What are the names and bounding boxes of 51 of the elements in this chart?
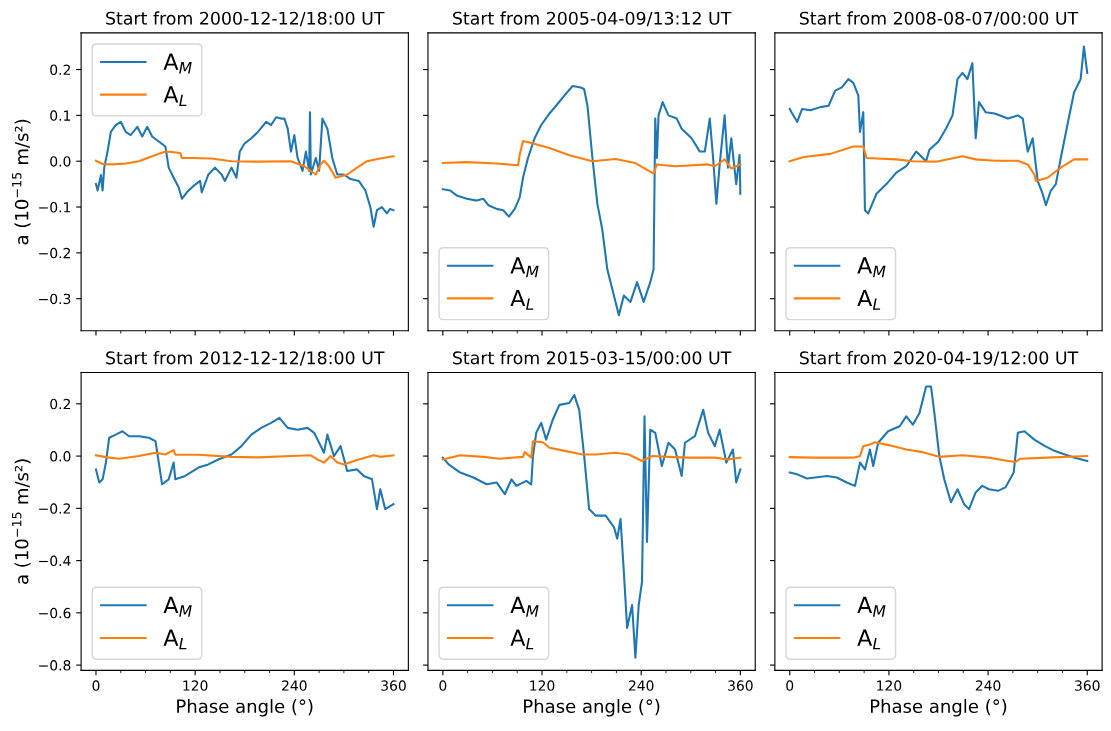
- legend-label: A$_{M}$: [163, 53, 192, 74]
- x-tick-label: 0: [439, 680, 447, 691]
- y-axis-title: a (10$^{−15}$ m/s²): [12, 119, 31, 245]
- x-tick-label: 120: [183, 680, 208, 691]
- legend-label: A$_{L}$: [510, 289, 534, 310]
- chart-title: Start from 2000-12-12/18:00 UT: [106, 11, 385, 27]
- y-tick-label: 0.1: [50, 110, 71, 121]
- y-axis-title: a (10$^{−15}$ m/s²): [12, 459, 31, 584]
- x-tick-label: 0: [92, 680, 100, 691]
- legend-label: A$_{M}$: [510, 596, 539, 617]
- line-series: [94, 111, 395, 228]
- y-tick-label: 0.2: [50, 64, 70, 76]
- x-axis-title: Phase angle (°): [524, 699, 660, 717]
- y-tick-label: −0.4: [39, 555, 71, 567]
- x-axis-title: Phase angle (°): [177, 699, 313, 717]
- x-tick-label: 240: [975, 680, 1001, 691]
- y-tick-label: 0.2: [50, 398, 70, 410]
- chart-title: Start from 2008-08-07/00:00 UT: [799, 11, 1079, 27]
- x-tick-label: 120: [877, 680, 902, 691]
- y-tick-label: 0.0: [50, 451, 71, 462]
- line-series: [94, 449, 395, 466]
- legend-label: A$_{L}$: [163, 86, 187, 107]
- x-tick-label: 360: [1075, 680, 1100, 691]
- x-axis-title: Phase angle (°): [870, 699, 1007, 717]
- x-tick-label: 240: [282, 680, 307, 691]
- x-tick-label: 0: [786, 680, 794, 691]
- chart-title: Start from 2020-04-19/12:00 UT: [799, 350, 1079, 366]
- y-tick-label: −0.3: [39, 293, 71, 305]
- legend-label: A$_{M}$: [163, 596, 192, 617]
- line-series: [94, 416, 395, 511]
- y-tick-label: −0.8: [39, 660, 71, 671]
- y-tick-label: 0.0: [50, 156, 71, 167]
- x-tick-label: 120: [530, 680, 555, 691]
- y-tick-label: −0.2: [39, 503, 70, 514]
- legend-label: A$_{M}$: [510, 257, 539, 278]
- y-tick-label: −0.6: [39, 607, 71, 619]
- chart-title: Start from 2012-12-12/18:00 UT: [106, 350, 385, 366]
- chart-title: Start from 2015-03-15/00:00 UT: [453, 350, 732, 366]
- legend-label: A$_{L}$: [857, 629, 881, 650]
- legend-label: A$_{M}$: [857, 257, 886, 278]
- x-tick-label: 360: [728, 680, 753, 691]
- legend-label: A$_{L}$: [857, 289, 881, 310]
- x-tick-label: 240: [628, 680, 654, 691]
- line-series: [94, 150, 395, 179]
- chart-title: Start from 2005-04-09/13:12 UT: [453, 11, 732, 27]
- x-tick-label: 360: [381, 680, 406, 691]
- legend-label: A$_{M}$: [857, 596, 886, 617]
- y-tick-label: −0.1: [39, 202, 71, 213]
- y-tick-label: −0.2: [39, 247, 70, 259]
- legend-label: A$_{L}$: [163, 629, 187, 650]
- legend-label: A$_{L}$: [510, 629, 534, 650]
